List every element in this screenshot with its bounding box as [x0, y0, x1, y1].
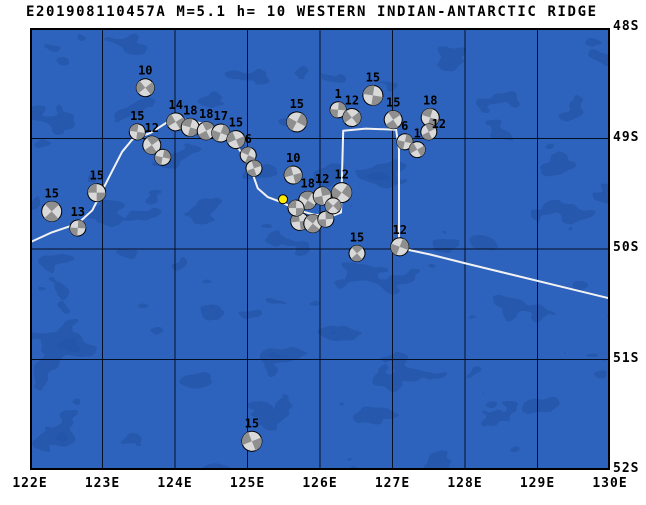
x-tick-label: 130E [592, 476, 628, 491]
focal-mechanism [287, 199, 305, 217]
focal-mechanism [239, 146, 257, 164]
depth-label: 12 [334, 168, 348, 182]
focal-mechanism [324, 197, 342, 215]
focal-mechanism [245, 159, 263, 177]
depth-label: 18 [300, 176, 314, 190]
depth-label: 6 [245, 132, 252, 146]
focal-mechanism [87, 183, 107, 203]
plot-title: E201908110457A M=5.1 h= 10 WESTERN INDIA… [26, 4, 598, 20]
depth-label: 12 [145, 121, 159, 135]
x-tick-label: 125E [229, 476, 266, 491]
y-tick-label: 48S [613, 19, 640, 34]
focal-mechanism [348, 244, 366, 262]
focal-mechanism [408, 141, 426, 159]
focal-mechanism [362, 84, 384, 106]
focal-mechanism [383, 110, 403, 130]
focal-mechanism [69, 219, 87, 237]
depth-label: 18 [183, 103, 197, 117]
map-border [30, 28, 610, 470]
depth-label: 10 [138, 64, 152, 78]
depth-label: 18 [199, 107, 213, 121]
depth-label: 15 [366, 70, 380, 84]
depth-label: 15 [229, 116, 243, 130]
y-tick-label: 52S [613, 461, 640, 476]
focal-mechanism [41, 200, 63, 222]
x-tick-label: 127E [374, 476, 411, 491]
depth-label: 1 [334, 87, 341, 101]
x-tick-label: 129E [519, 476, 556, 491]
focal-mechanism [211, 123, 231, 143]
focal-mechanism [317, 210, 335, 228]
focal-mechanism [241, 430, 263, 452]
focal-mechanism [342, 108, 362, 127]
depth-label: 15 [130, 109, 144, 123]
focal-mechanism [329, 101, 347, 119]
plate-boundary-line [30, 118, 610, 300]
depth-label: 15 [290, 97, 304, 111]
depth-label: 15 [386, 96, 400, 110]
y-tick-label: 50S [613, 240, 640, 255]
focal-mechanism [396, 133, 414, 151]
y-tick-label: 51S [613, 350, 640, 366]
depth-label: 15 [44, 186, 58, 200]
x-tick-label: 123E [84, 476, 121, 491]
focal-mechanism [180, 117, 200, 137]
depth-label: 15 [350, 230, 364, 244]
depth-label: 14 [168, 98, 182, 112]
focal-mechanism [154, 148, 172, 166]
depth-label: 12 [315, 172, 329, 186]
focal-mechanism [286, 111, 308, 133]
x-tick-label: 122E [12, 476, 48, 491]
depth-label: 18 [423, 94, 437, 108]
focal-mechanism [331, 182, 353, 204]
focal-mechanism [303, 214, 323, 234]
focal-mechanism [283, 165, 303, 185]
depth-label: 6 [401, 119, 408, 133]
depth-label: 15 [245, 416, 259, 430]
x-tick-label: 126E [302, 476, 338, 491]
focal-mechanism [135, 78, 155, 98]
epicenter-marker [278, 194, 289, 205]
focal-mechanism [420, 123, 438, 141]
depth-label: 12 [432, 117, 446, 131]
x-tick-label: 124E [157, 476, 193, 491]
y-tick-label: 49S [613, 129, 640, 145]
focal-mechanism [390, 237, 410, 257]
depth-label: 1 [414, 127, 421, 141]
focal-mechanism [128, 123, 146, 141]
depth-label: 12 [392, 223, 406, 237]
x-tick-label: 128E [447, 476, 483, 491]
depth-label: 12 [345, 94, 359, 108]
depth-label: 10 [286, 151, 300, 165]
depth-label: 17 [213, 109, 227, 123]
depth-label: 13 [71, 205, 85, 219]
depth-label: 15 [89, 169, 103, 183]
focal-mechanism [226, 130, 246, 150]
